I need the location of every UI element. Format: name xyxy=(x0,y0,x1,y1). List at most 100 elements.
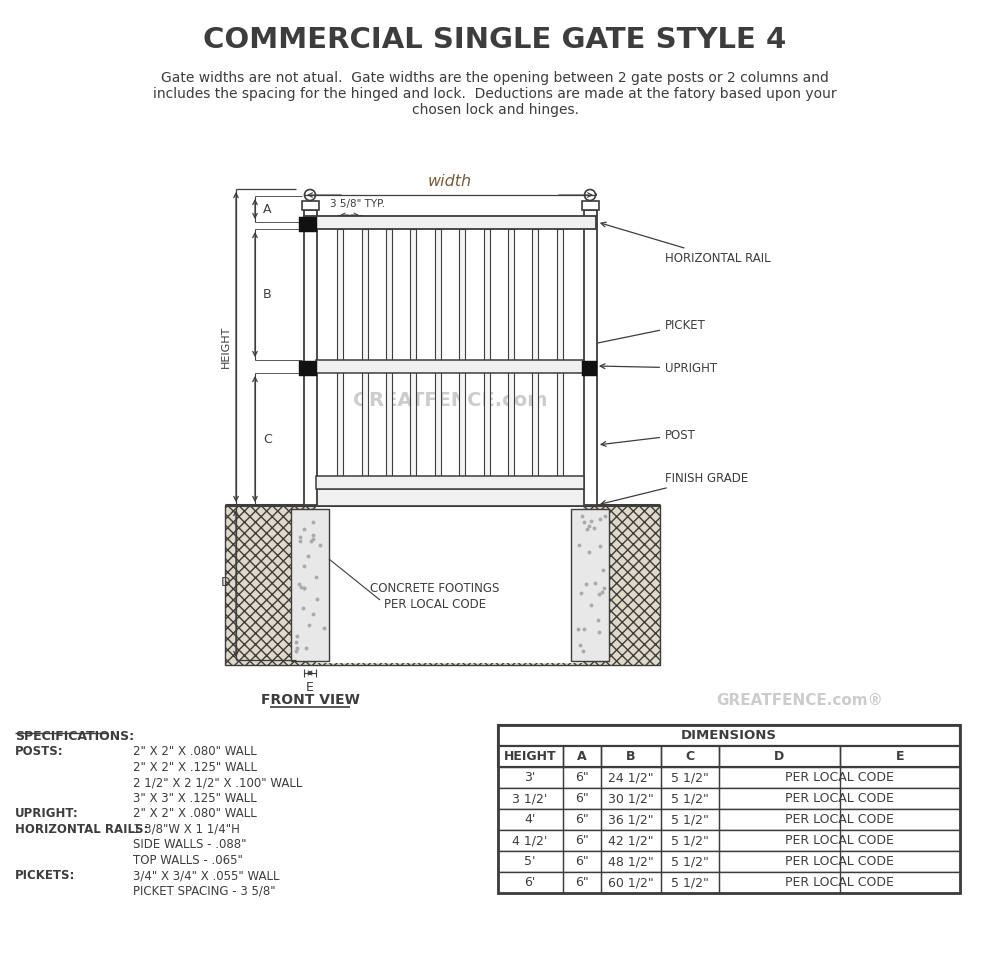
Text: 6": 6" xyxy=(575,792,589,805)
Bar xyxy=(304,210,317,505)
Text: C: C xyxy=(685,750,695,763)
Bar xyxy=(498,725,960,893)
Text: A: A xyxy=(263,202,271,216)
Text: 3': 3' xyxy=(525,771,536,784)
Text: PER LOCAL CODE: PER LOCAL CODE xyxy=(785,855,894,868)
Bar xyxy=(498,788,960,809)
Text: POSTS:: POSTS: xyxy=(15,745,63,758)
Text: PICKETS:: PICKETS: xyxy=(15,869,75,882)
Text: 6": 6" xyxy=(575,813,589,826)
Bar xyxy=(338,229,344,476)
Text: UPRIGHT:: UPRIGHT: xyxy=(15,807,79,820)
Text: 48 1/2": 48 1/2" xyxy=(608,855,653,868)
Bar xyxy=(533,229,539,476)
Bar xyxy=(299,217,317,232)
Bar xyxy=(508,229,514,476)
Bar xyxy=(498,851,960,872)
Bar xyxy=(316,360,584,373)
Text: chosen lock and hinges.: chosen lock and hinges. xyxy=(412,103,578,117)
Text: 5 1/2": 5 1/2" xyxy=(671,876,709,889)
Bar xyxy=(498,872,960,893)
Text: PER LOCAL CODE: PER LOCAL CODE xyxy=(785,792,894,805)
Text: FINISH GRADE: FINISH GRADE xyxy=(601,472,748,506)
Bar xyxy=(459,229,465,476)
Text: DIMENSIONS: DIMENSIONS xyxy=(681,729,777,742)
Text: PER LOCAL CODE: PER LOCAL CODE xyxy=(785,876,894,889)
Text: 5 1/2": 5 1/2" xyxy=(671,771,709,784)
Text: 5 1/2": 5 1/2" xyxy=(671,834,709,847)
Bar xyxy=(361,229,367,476)
Text: PICKET SPACING - 3 5/8": PICKET SPACING - 3 5/8" xyxy=(133,884,275,898)
Text: E: E xyxy=(306,681,314,693)
Text: D: D xyxy=(774,750,784,763)
Text: 5 1/2": 5 1/2" xyxy=(671,813,709,826)
Text: 1 3/8"W X 1 1/4"H: 1 3/8"W X 1 1/4"H xyxy=(133,822,240,836)
Text: B: B xyxy=(627,750,636,763)
Bar xyxy=(386,229,392,476)
Text: COMMERCIAL SINGLE GATE STYLE 4: COMMERCIAL SINGLE GATE STYLE 4 xyxy=(203,26,787,54)
Bar xyxy=(498,767,960,788)
Text: 6": 6" xyxy=(575,855,589,868)
Text: 36 1/2": 36 1/2" xyxy=(608,813,653,826)
Text: HORIZONTAL RAILS:: HORIZONTAL RAILS: xyxy=(15,822,148,836)
Bar xyxy=(411,229,417,476)
Text: CONCRETE FOOTINGS: CONCRETE FOOTINGS xyxy=(370,582,500,594)
Text: 3" X 3" X .125" WALL: 3" X 3" X .125" WALL xyxy=(133,792,256,804)
Text: 60 1/2": 60 1/2" xyxy=(608,876,653,889)
Text: 6": 6" xyxy=(575,834,589,847)
Text: 2" X 2" X .080" WALL: 2" X 2" X .080" WALL xyxy=(133,745,256,758)
Text: width: width xyxy=(428,173,472,189)
Text: 42 1/2": 42 1/2" xyxy=(608,834,653,847)
Bar xyxy=(435,229,441,476)
Text: PICKET: PICKET xyxy=(592,319,706,346)
Text: HEIGHT: HEIGHT xyxy=(221,325,231,368)
Text: FRONT VIEW: FRONT VIEW xyxy=(260,693,359,707)
Bar xyxy=(304,216,596,229)
Text: HORIZONTAL RAIL: HORIZONTAL RAIL xyxy=(601,222,770,265)
Text: 3/4" X 3/4" X .055" WALL: 3/4" X 3/4" X .055" WALL xyxy=(133,869,279,882)
Text: PER LOCAL CODE: PER LOCAL CODE xyxy=(785,813,894,826)
Text: PER LOCAL CODE: PER LOCAL CODE xyxy=(785,834,894,847)
Text: E: E xyxy=(896,750,904,763)
Text: 5 1/2": 5 1/2" xyxy=(671,792,709,805)
Bar xyxy=(316,507,583,663)
Bar xyxy=(498,725,960,746)
Text: 5 1/2": 5 1/2" xyxy=(671,855,709,868)
Text: 6": 6" xyxy=(575,771,589,784)
Text: 4 1/2': 4 1/2' xyxy=(512,834,547,847)
Text: 2" X 2" X .080" WALL: 2" X 2" X .080" WALL xyxy=(133,807,256,820)
Text: 24 1/2": 24 1/2" xyxy=(608,771,653,784)
Bar xyxy=(225,505,660,665)
Text: 6": 6" xyxy=(575,876,589,889)
Bar xyxy=(299,361,317,376)
Bar xyxy=(571,509,609,661)
Text: C: C xyxy=(263,432,271,446)
Bar xyxy=(291,509,329,661)
Bar xyxy=(582,361,597,376)
Text: A: A xyxy=(577,750,587,763)
Text: 6': 6' xyxy=(525,876,536,889)
Bar xyxy=(498,809,960,830)
Bar xyxy=(316,489,584,505)
Text: PER LOCAL CODE: PER LOCAL CODE xyxy=(384,597,486,611)
Bar xyxy=(498,746,960,767)
Text: GREATFENCE.com: GREATFENCE.com xyxy=(352,391,547,409)
Text: TOP WALLS - .065": TOP WALLS - .065" xyxy=(133,853,243,867)
Bar xyxy=(498,830,960,851)
Bar xyxy=(302,201,319,210)
Text: D: D xyxy=(221,576,231,589)
Text: includes the spacing for the hinged and lock.  Deductions are made at the fatory: includes the spacing for the hinged and … xyxy=(153,87,837,101)
Bar xyxy=(584,210,597,505)
Text: B: B xyxy=(263,288,271,301)
Bar xyxy=(483,229,489,476)
Text: SPECIFICATIONS:: SPECIFICATIONS: xyxy=(15,730,134,743)
Text: Gate widths are not atual.  Gate widths are the opening between 2 gate posts or : Gate widths are not atual. Gate widths a… xyxy=(161,71,829,85)
Text: 3 5/8" TYP.: 3 5/8" TYP. xyxy=(330,199,385,209)
Bar xyxy=(556,229,562,476)
Text: POST: POST xyxy=(601,429,696,446)
Text: PER LOCAL CODE: PER LOCAL CODE xyxy=(785,771,894,784)
Text: 3 1/2': 3 1/2' xyxy=(512,792,547,805)
Text: GREATFENCE.com®: GREATFENCE.com® xyxy=(717,692,883,708)
Bar xyxy=(582,201,599,210)
Text: 4': 4' xyxy=(525,813,536,826)
